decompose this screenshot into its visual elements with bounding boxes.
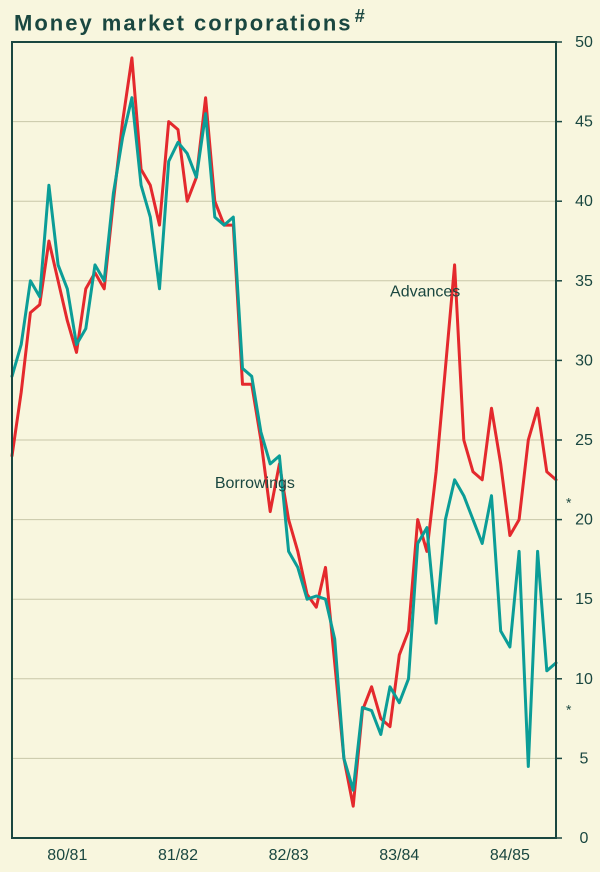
x-axis-ticks: 80/81 81/82 82/83 83/84 84/85 bbox=[47, 847, 530, 864]
y-tick-label: 20 bbox=[575, 512, 593, 529]
y-tick-label: 40 bbox=[575, 193, 593, 210]
y-tick-label: 45 bbox=[575, 114, 593, 131]
series-label-advances: Advances bbox=[390, 284, 460, 301]
gridlines bbox=[12, 42, 562, 838]
x-tick-label: 83/84 bbox=[379, 847, 419, 864]
x-tick-label: 82/83 bbox=[269, 847, 309, 864]
y-tick-label: 35 bbox=[575, 273, 593, 290]
series-advances bbox=[12, 58, 556, 806]
y-axis-ticks: 0 5 10 15 20 25 30 35 40 45 50 bbox=[575, 34, 593, 847]
x-tick-label: 81/82 bbox=[158, 847, 198, 864]
y-tick-label: 5 bbox=[580, 750, 589, 767]
asterisk-marker: * bbox=[566, 702, 572, 718]
y-tick-label: 0 bbox=[580, 830, 589, 847]
y-tick-label: 25 bbox=[575, 432, 593, 449]
line-chart: 0 5 10 15 20 25 30 35 40 45 50 80/81 81/82 82/83 83/8… bbox=[0, 0, 600, 872]
y-tick-label: 50 bbox=[575, 34, 593, 51]
x-tick-label: 80/81 bbox=[47, 847, 87, 864]
y-tick-label: 30 bbox=[575, 352, 593, 369]
series-group bbox=[12, 58, 556, 806]
x-tick-label: 84/85 bbox=[490, 847, 530, 864]
y-tick-label: 10 bbox=[575, 671, 593, 688]
series-label-borrowings: Borrowings bbox=[215, 475, 295, 492]
y-tick-label: 15 bbox=[575, 591, 593, 608]
asterisk-marker: * bbox=[566, 495, 572, 511]
page: Money market corporations# 0510152025303… bbox=[0, 0, 600, 872]
